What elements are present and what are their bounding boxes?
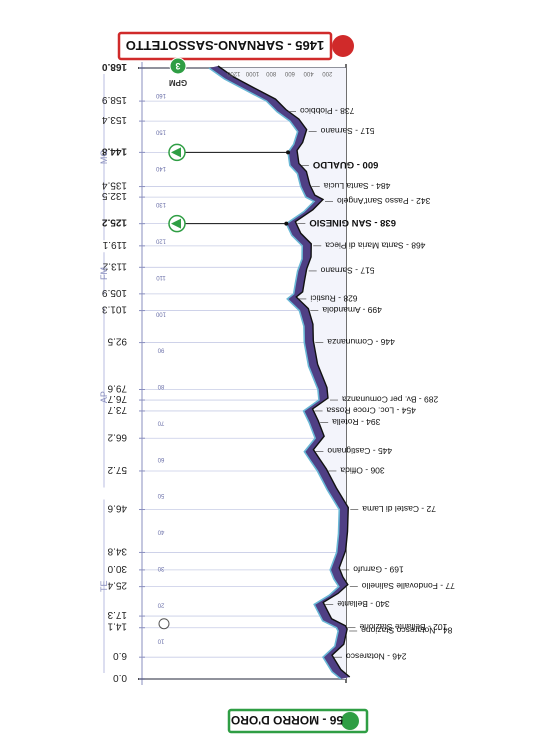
ref-km-label: 168.0 <box>102 61 127 72</box>
ref-km-label: 17.3 <box>107 609 127 620</box>
km-tick-label: 20 <box>157 601 164 607</box>
km-tick-label: 40 <box>157 529 164 535</box>
profile-outline <box>217 65 351 678</box>
km-tick-label: 150 <box>155 128 166 134</box>
finish-badge-icon <box>332 35 354 57</box>
ref-km-label: 119.1 <box>102 239 127 250</box>
ref-km-label: 92.5 <box>107 336 127 347</box>
profile-line <box>208 67 342 680</box>
waypoint-label: 517 - Sarnano <box>320 265 374 275</box>
km-tick-label: 90 <box>157 347 164 353</box>
start-label-box: 56 - MORRO D'ORO <box>227 708 369 734</box>
zone-label: FM <box>99 267 109 280</box>
ref-km-label: 66.2 <box>107 431 127 442</box>
waypoint-label: 638 - SAN GINESIO <box>309 217 396 228</box>
waypoint-label: 600 - GUALDO <box>313 159 378 170</box>
ref-km-label: 135.4 <box>102 180 127 191</box>
ref-km-label: 57.2 <box>107 464 127 475</box>
waypoint-label: 499 - Amandola <box>322 305 382 315</box>
waypoint-label: 445 - Castignano <box>327 446 392 456</box>
waypoint-label: 102 - Bellante Stazione <box>359 622 447 632</box>
start-label: 56 - MORRO D'ORO <box>231 713 343 727</box>
waypoint-label: 446 - Comunanza <box>327 337 395 347</box>
ref-km-label: 76.7 <box>107 393 127 404</box>
ref-km-label: 0.0 <box>113 672 127 683</box>
waypoint-label: 289 - Bv. per Comunanza <box>342 395 438 405</box>
altitude-tick-label: 1200 <box>226 70 240 76</box>
altitude-tick-label: 200 <box>322 70 333 76</box>
sprint-triangle-icon <box>171 147 181 158</box>
feed-zone-icon <box>158 618 170 630</box>
km-tick-label: 50 <box>157 492 164 498</box>
finish-label: 1465 - SARNANO-SASSOTETTO <box>126 38 324 53</box>
ref-km-label: 79.6 <box>107 383 127 394</box>
ref-km-label: 25.4 <box>107 580 127 591</box>
start-badge-icon <box>341 712 359 730</box>
zone-label: TE <box>99 581 109 593</box>
sprint-dot <box>286 150 291 155</box>
waypoint-label: 72 - Castel di Lama <box>362 504 436 514</box>
km-tick-label: 10 <box>157 638 164 644</box>
km-tick-label: 130 <box>155 201 166 207</box>
profile-background <box>209 68 346 679</box>
km-tick-label: 120 <box>155 238 166 244</box>
km-tick-label: 60 <box>157 456 164 462</box>
ref-km-label: 101.3 <box>102 304 127 315</box>
ref-km-label: 144.8 <box>102 145 127 156</box>
sprint-triangle-icon <box>171 218 181 229</box>
ref-km-label: 113.2 <box>102 260 127 271</box>
altitude-tick-label: 600 <box>284 70 295 76</box>
km-tick-label: 140 <box>155 165 166 171</box>
ref-km-label: 153.4 <box>102 114 127 125</box>
sprint-dot <box>284 221 289 226</box>
km-tick-label: 70 <box>157 419 164 425</box>
km-tick-label: 30 <box>157 565 164 571</box>
ref-km-label: 6.0 <box>113 650 127 661</box>
waypoint-label: 517 - Sarnano <box>320 126 374 136</box>
waypoint-label: 306 - Offida <box>340 465 385 475</box>
profile-area <box>208 65 351 680</box>
ref-km-label: 125.2 <box>102 217 127 228</box>
waypoint-label: 738 - Piobbico <box>300 106 355 116</box>
km-tick-label: 100 <box>155 310 166 316</box>
ref-km-label: 132.5 <box>102 190 127 201</box>
waypoint-label: 394 - Rotella <box>332 417 380 427</box>
gpm-icon <box>169 57 187 75</box>
waypoint-label: 246 - Notaresco <box>346 652 407 662</box>
ref-km-label: 14.1 <box>107 621 127 632</box>
gpm-level: 3 <box>175 61 180 71</box>
ref-km-label: 105.9 <box>102 287 127 298</box>
altitude-tick-label: 800 <box>266 70 277 76</box>
km-tick-label: 80 <box>157 383 164 389</box>
waypoint-label: 628 - Rustici <box>310 293 357 303</box>
zone-label: AP <box>99 391 109 403</box>
waypoint-label: 169 - Garrufo <box>353 564 404 574</box>
waypoint-label: 468 - Santa Maria di Pieca <box>325 240 425 250</box>
waypoint-label: 342 - Passo Sant'Angelo <box>337 196 431 206</box>
altitude-tick-label: 400 <box>303 70 314 76</box>
gpm-text: GPM <box>169 78 188 87</box>
ref-km-label: 73.7 <box>107 404 127 415</box>
profile-marks: 0.0 6.0 14.117.3 25.4 30.0 34.8 46.6 57.2 66.2 73… <box>99 57 455 683</box>
ref-km-label: 46.6 <box>107 503 127 514</box>
ref-km-label: 34.8 <box>107 545 127 556</box>
waypoint-label: 77 - Fondovalle Salinello <box>362 581 455 591</box>
ref-km-label: 30.0 <box>107 563 127 574</box>
waypoint-label: 454 - Loc. Croce Rossa <box>326 405 416 415</box>
altimetry-plot: 1465 - SARNANO-SASSOTETTO 56 - MORRO D'O… <box>99 31 455 734</box>
km-tick-label: 110 <box>156 274 166 280</box>
km-tick-label: 160 <box>155 92 166 98</box>
waypoint-label: 484 - Santa Lucia <box>323 181 390 191</box>
zone-label: MC <box>99 150 109 164</box>
waypoint-label: 340 - Bellante <box>337 599 390 609</box>
waypoint-label: 84 - Notaresco Stazione <box>361 625 452 635</box>
finish-label-box: 1465 - SARNANO-SASSOTETTO <box>117 31 354 61</box>
ref-km-label: 158.9 <box>102 94 127 105</box>
altitude-tick-label: 1000 <box>245 70 259 76</box>
